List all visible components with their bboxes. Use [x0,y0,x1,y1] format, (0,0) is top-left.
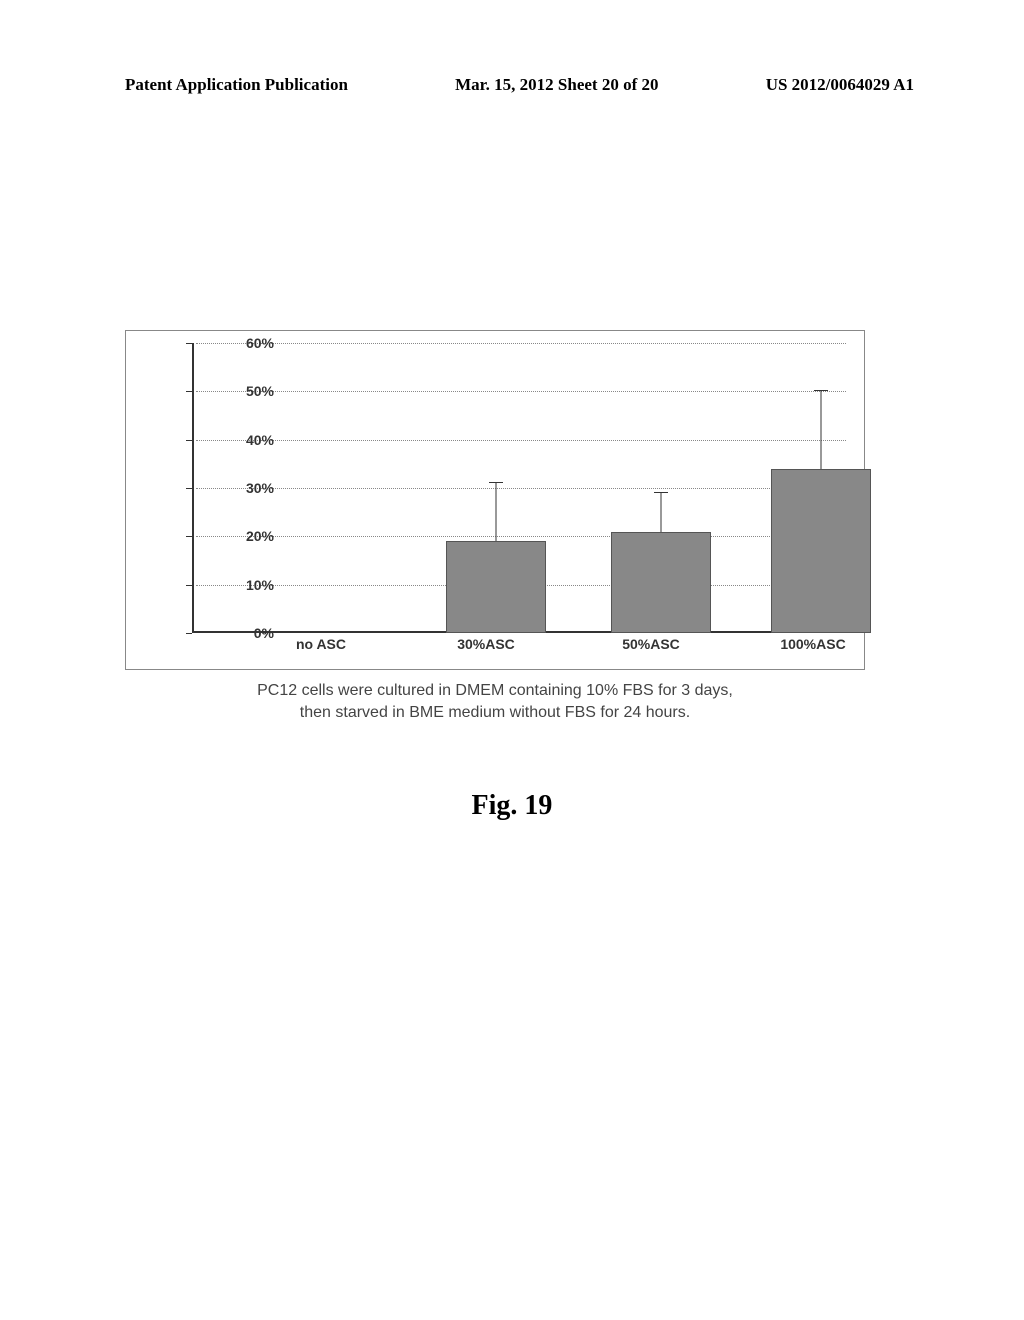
y-axis-label: 30% [246,480,274,496]
y-axis-label: 10% [246,577,274,593]
plot-area [196,343,846,633]
header-publication-number: US 2012/0064029 A1 [766,75,914,95]
error-cap [654,492,668,493]
chart-bar [446,541,546,633]
bar-chart: 0%10%20%30%40%50%60% no ASC30%ASC50%ASC1… [125,330,865,670]
y-axis-label: 50% [246,383,274,399]
y-tick [186,440,192,441]
x-axis-label: 100%ASC [753,636,873,652]
figure-label: Fig. 19 [0,790,1024,822]
x-axis-label: no ASC [261,636,381,652]
header-publication-type: Patent Application Publication [125,75,348,95]
x-axis-label: 30%ASC [426,636,546,652]
gridline [196,391,846,392]
gridline [196,488,846,489]
y-tick [186,633,192,634]
y-axis [192,343,194,633]
gridline [196,536,846,537]
y-axis-label: 20% [246,528,274,544]
caption-line-1: PC12 cells were cultured in DMEM contain… [257,682,733,699]
gridline [196,440,846,441]
y-axis-label: 40% [246,432,274,448]
error-cap [489,482,503,483]
y-tick [186,343,192,344]
caption-line-2: then starved in BME medium without FBS f… [300,704,690,721]
x-axis-label: 50%ASC [591,636,711,652]
error-bar [496,483,497,541]
gridline [196,343,846,344]
header-date-sheet: Mar. 15, 2012 Sheet 20 of 20 [455,75,658,95]
error-bar [821,391,822,468]
y-tick [186,536,192,537]
chart-bar [771,469,871,633]
y-tick [186,391,192,392]
chart-bar [611,532,711,634]
y-tick [186,585,192,586]
error-bar [661,493,662,532]
y-tick [186,488,192,489]
chart-caption: PC12 cells were cultured in DMEM contain… [125,680,865,725]
error-cap [814,390,828,391]
page-header: Patent Application Publication Mar. 15, … [0,75,1024,95]
y-axis-label: 60% [246,335,274,351]
